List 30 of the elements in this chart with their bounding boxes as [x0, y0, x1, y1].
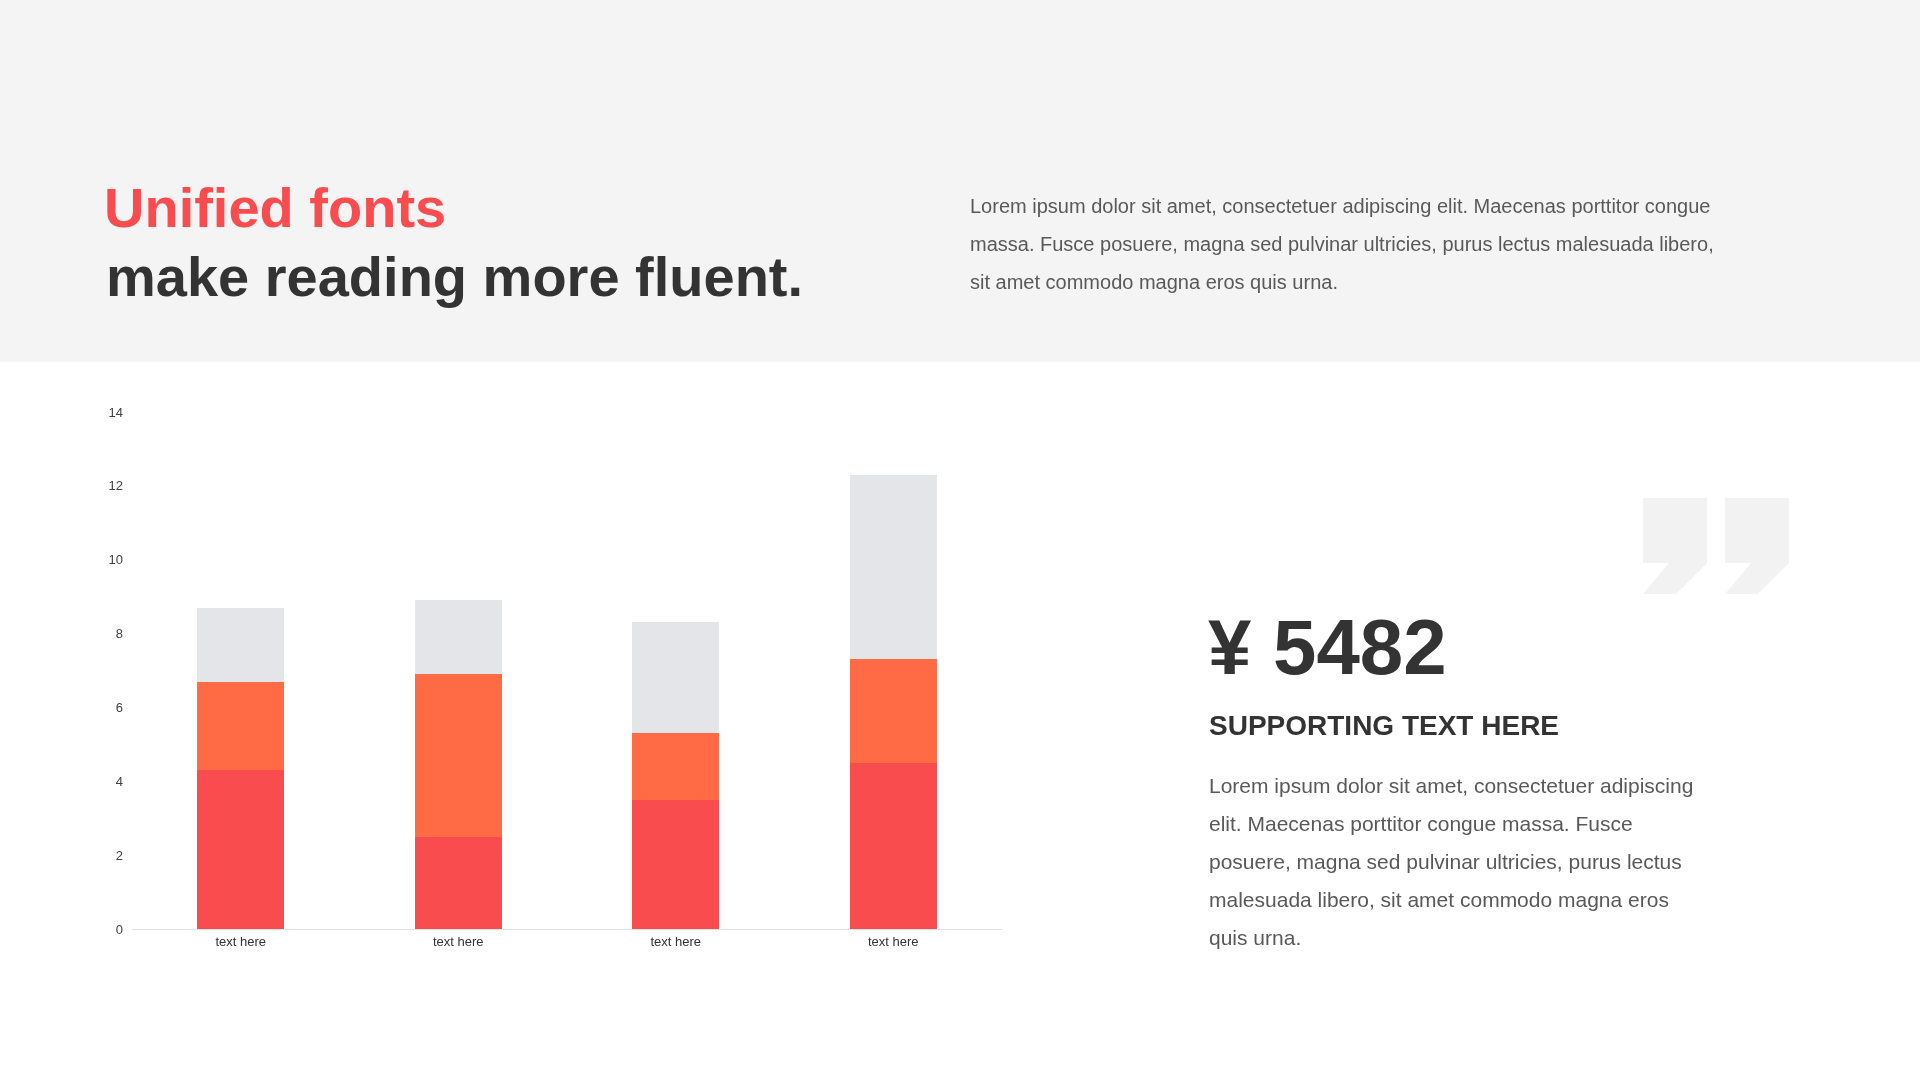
bar	[632, 733, 720, 800]
y-tick-label: 4	[115, 773, 123, 789]
bar	[414, 674, 502, 837]
x-tick-label: text here	[867, 933, 919, 949]
text: SUPPORTING TEXT HERE	[1209, 710, 1560, 741]
x-tick-label: text here	[432, 933, 484, 949]
y-tick-label: 2	[115, 847, 123, 863]
y-tick-label: 14	[108, 404, 123, 420]
bar	[632, 622, 720, 734]
bar	[197, 607, 285, 682]
x-tick-label: text here	[650, 933, 702, 949]
y-tick-label: 10	[108, 552, 123, 568]
bar	[414, 836, 502, 929]
bar	[197, 770, 285, 929]
bar	[849, 762, 937, 929]
y-tick-label: 0	[115, 921, 123, 937]
bar	[414, 600, 502, 675]
y-tick-label: 12	[108, 478, 123, 494]
text: ¥ 5482	[1208, 603, 1447, 691]
bar	[849, 659, 937, 763]
y-tick-label: 8	[115, 626, 123, 642]
bar	[849, 474, 937, 660]
text: Lorem ipsum dolor sit amet, consectetuer adipiscing elit. Maecenas porttitor congue massa. Fusce posuere, magna sed pulvinar ultricies, purus lectus malesuada libero, sit amet commodo magna eros quis urna.	[970, 195, 1714, 293]
text: Lorem ipsum dolor sit amet, consectetuer adipiscing elit. Maecenas porttitor congue massa. Fusce posuere, magna sed pulvinar ultricies, purus lectus malesuada libero, sit amet commodo magna eros quis urna.	[1209, 774, 1694, 949]
bar	[197, 681, 285, 771]
chart-title: Unified fonts	[104, 175, 447, 239]
y-tick-label: 6	[115, 699, 123, 715]
x-tick-label: text here	[215, 933, 267, 949]
chart-subtitle: make reading more fluent.	[106, 245, 804, 308]
bar	[632, 799, 720, 929]
